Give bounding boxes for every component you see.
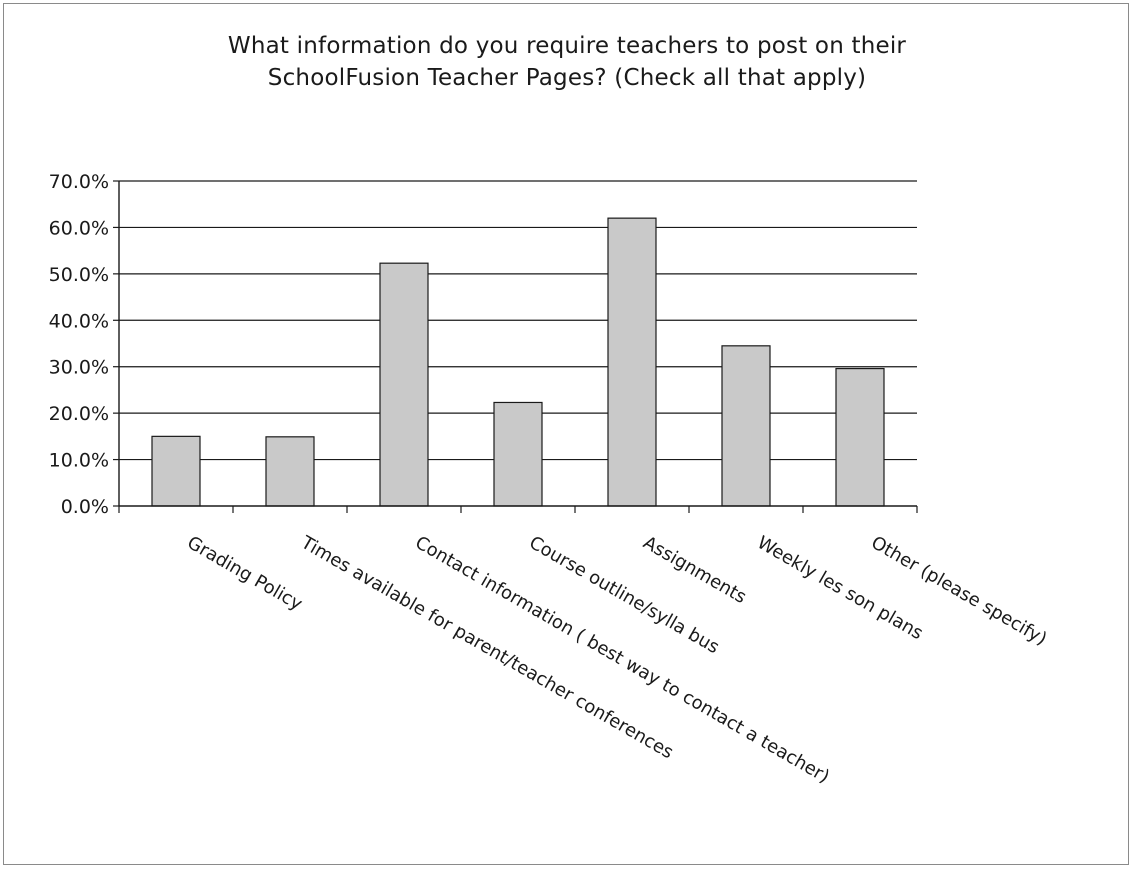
y-tick-label-5: 50.0%	[49, 264, 109, 286]
bar-0	[151, 435, 201, 507]
y-tick-label-3: 30.0%	[49, 357, 109, 379]
y-tick-label-1: 10.0%	[49, 450, 109, 472]
bar-3	[493, 401, 543, 507]
bar-5	[721, 345, 771, 507]
bar-2	[379, 262, 429, 507]
x-category-label-4: Assignments	[640, 532, 750, 608]
x-category-label-0: Grading Policy	[184, 532, 307, 615]
chart-title-line-1: What information do you require teachers…	[227, 33, 907, 59]
y-tick-label-0: 0.0%	[61, 496, 109, 518]
x-category-label-2: Contact information ( best way to contac…	[412, 532, 833, 787]
y-tick-label-2: 20.0%	[49, 403, 109, 425]
y-tick-label-7: 70.0%	[49, 171, 109, 193]
bar-6	[835, 367, 885, 507]
chart-title: What information do you require teachers…	[0, 30, 1134, 94]
bar-4	[607, 217, 657, 507]
bars	[151, 217, 885, 507]
axes	[113, 180, 918, 513]
x-category-label-6: Other (please specify)	[868, 532, 1051, 650]
y-tick-label-6: 60.0%	[49, 217, 109, 239]
gridlines	[119, 180, 917, 461]
chart-title-line-2: SchoolFusion Teacher Pages? (Check all t…	[267, 65, 867, 91]
y-tick-label-4: 40.0%	[49, 310, 109, 332]
chart-frame	[3, 3, 1129, 865]
x-category-label-3: Course outline/sylla bus	[526, 532, 723, 658]
bar-1	[265, 436, 315, 507]
y-tick-labels: 0.0% 10.0% 20.0% 30.0% 40.0% 50.0% 60.0% 70.0%	[49, 171, 109, 518]
